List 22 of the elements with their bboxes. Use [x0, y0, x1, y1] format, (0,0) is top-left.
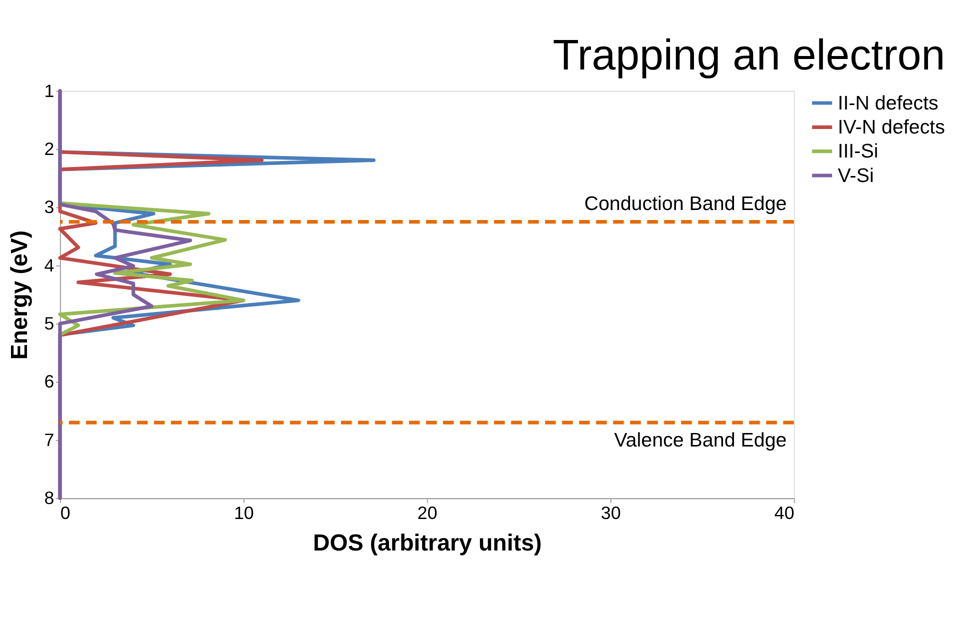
- x-tick-label: 30: [600, 503, 621, 524]
- y-tick-label: 1: [44, 80, 54, 101]
- y-tick-label: 5: [44, 313, 54, 334]
- ref-line-label: Conduction Band Edge: [584, 193, 787, 216]
- legend-label: II-N defects: [838, 92, 939, 114]
- legend-label: IV-N defects: [838, 116, 946, 138]
- legend-label: V-Si: [838, 164, 874, 187]
- x-tick-label: 0: [60, 503, 70, 524]
- y-tick-label: 6: [44, 372, 54, 392]
- y-tick-label: 8: [44, 488, 54, 508]
- y-axis-title: Energy (eV): [6, 230, 32, 360]
- y-tick-label: 3: [44, 197, 54, 218]
- y-tick-label: 2: [44, 138, 54, 159]
- chart-title: Trapping an electron: [552, 31, 946, 80]
- ref-line-label: Valence Band Edge: [614, 430, 787, 452]
- legend-label: III-Si: [838, 140, 878, 163]
- x-tick-label: 10: [234, 503, 254, 524]
- y-tick-label: 4: [44, 255, 54, 276]
- y-tick-label: 7: [44, 430, 54, 450]
- x-axis-title: DOS (arbitrary units): [312, 530, 542, 556]
- x-tick-label: 40: [774, 503, 794, 524]
- x-tick-label: 20: [417, 503, 438, 524]
